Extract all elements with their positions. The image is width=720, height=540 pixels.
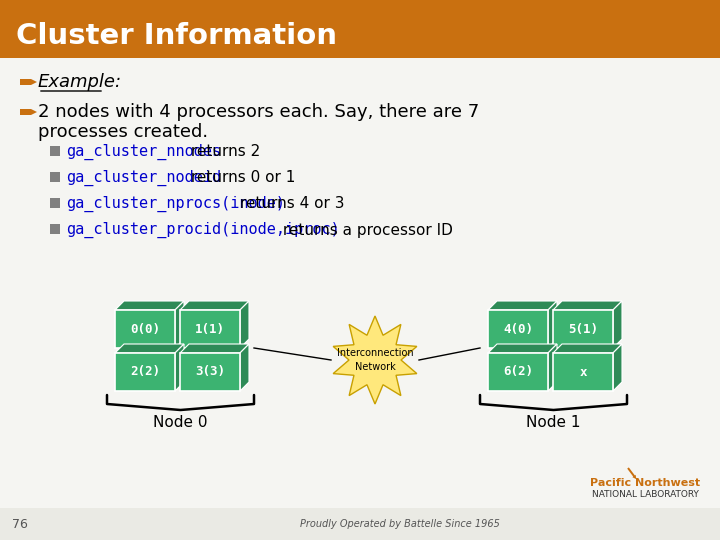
Polygon shape	[488, 344, 557, 353]
Text: Node 0: Node 0	[153, 415, 208, 430]
Polygon shape	[548, 301, 557, 348]
Text: Proudly Operated by Battelle Since 1965: Proudly Operated by Battelle Since 1965	[300, 519, 500, 529]
Text: returns a processor ID: returns a processor ID	[277, 222, 452, 238]
Polygon shape	[115, 301, 184, 310]
FancyBboxPatch shape	[180, 310, 240, 348]
Polygon shape	[175, 301, 184, 348]
Text: x: x	[580, 366, 587, 379]
Polygon shape	[180, 301, 249, 310]
Text: ga_cluster_nodeid: ga_cluster_nodeid	[66, 170, 221, 186]
Polygon shape	[553, 344, 622, 353]
Text: returns 4 or 3: returns 4 or 3	[235, 197, 345, 212]
Text: ga_cluster_nprocs(inode): ga_cluster_nprocs(inode)	[66, 196, 285, 212]
Text: 1(1): 1(1)	[195, 322, 225, 335]
Text: NATIONAL LABORATORY: NATIONAL LABORATORY	[592, 490, 698, 499]
Polygon shape	[175, 344, 184, 391]
Text: 76: 76	[12, 517, 28, 530]
Text: Interconnection
Network: Interconnection Network	[337, 348, 413, 372]
Text: Pacific Northwest: Pacific Northwest	[590, 478, 700, 488]
FancyBboxPatch shape	[488, 353, 548, 391]
Polygon shape	[180, 344, 249, 353]
Polygon shape	[488, 301, 557, 310]
Text: 4(0): 4(0)	[503, 322, 533, 335]
Polygon shape	[240, 301, 249, 348]
Text: 2 nodes with 4 processors each. Say, there are 7: 2 nodes with 4 processors each. Say, the…	[38, 103, 480, 121]
Text: 3(3): 3(3)	[195, 366, 225, 379]
FancyBboxPatch shape	[180, 353, 240, 391]
FancyArrow shape	[20, 109, 37, 115]
Polygon shape	[553, 301, 622, 310]
FancyBboxPatch shape	[50, 172, 60, 182]
Polygon shape	[613, 344, 622, 391]
Text: Cluster Information: Cluster Information	[16, 22, 337, 50]
FancyBboxPatch shape	[0, 508, 720, 540]
Text: ga_cluster_procid(inode,iproc): ga_cluster_procid(inode,iproc)	[66, 222, 340, 238]
FancyBboxPatch shape	[0, 0, 720, 58]
FancyBboxPatch shape	[115, 353, 175, 391]
Text: ga_cluster_nnodes: ga_cluster_nnodes	[66, 144, 221, 160]
FancyArrow shape	[20, 79, 37, 85]
FancyBboxPatch shape	[553, 310, 613, 348]
Polygon shape	[333, 316, 417, 404]
Text: 5(1): 5(1)	[568, 322, 598, 335]
FancyBboxPatch shape	[50, 198, 60, 208]
Text: returns 2: returns 2	[186, 145, 260, 159]
FancyBboxPatch shape	[50, 146, 60, 156]
FancyBboxPatch shape	[488, 310, 548, 348]
Text: Example:: Example:	[38, 73, 122, 91]
Text: Node 1: Node 1	[526, 415, 581, 430]
Polygon shape	[548, 344, 557, 391]
Text: returns 0 or 1: returns 0 or 1	[186, 171, 295, 186]
Text: processes created.: processes created.	[38, 123, 208, 141]
Polygon shape	[115, 344, 184, 353]
FancyBboxPatch shape	[115, 310, 175, 348]
Text: 6(2): 6(2)	[503, 366, 533, 379]
Text: 2(2): 2(2)	[130, 366, 160, 379]
Polygon shape	[613, 301, 622, 348]
FancyBboxPatch shape	[50, 224, 60, 234]
FancyBboxPatch shape	[553, 353, 613, 391]
Text: 0(0): 0(0)	[130, 322, 160, 335]
FancyArrow shape	[627, 468, 636, 479]
Polygon shape	[240, 344, 249, 391]
